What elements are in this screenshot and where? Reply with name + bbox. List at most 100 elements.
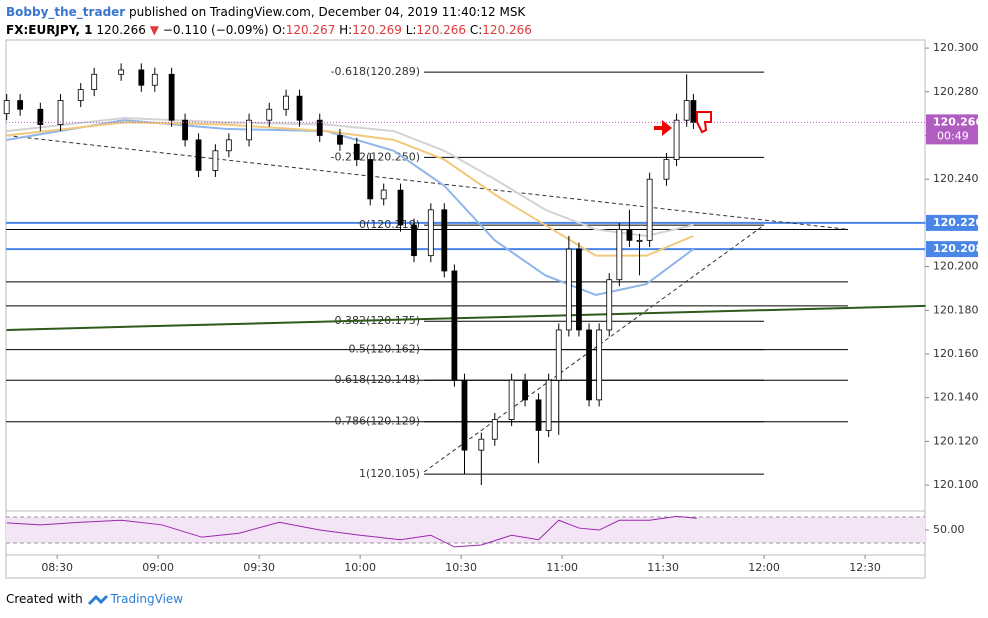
y-tick-label: 120.120 bbox=[933, 434, 979, 447]
candle-body bbox=[411, 224, 417, 257]
candle-body bbox=[296, 95, 303, 121]
countdown: 00:49 bbox=[937, 129, 969, 142]
candle-body bbox=[397, 189, 404, 226]
candle-body bbox=[555, 329, 562, 381]
fib-label: 0.786(120.129) bbox=[335, 415, 421, 428]
symbol: FX:EURJPY, 1 bbox=[6, 23, 93, 37]
y-tick-label: 120.240 bbox=[933, 172, 979, 185]
y-tick-label: 120.100 bbox=[933, 478, 979, 491]
y-tick-label: 120.280 bbox=[933, 85, 979, 98]
footer: Created with TradingView bbox=[6, 592, 183, 607]
candle-body bbox=[441, 209, 448, 272]
ohlc: O:120.267 H:120.269 L:120.266 C:120.266 bbox=[272, 23, 532, 37]
x-tick-label: 10:30 bbox=[445, 561, 477, 574]
candle-body bbox=[606, 279, 613, 331]
candle-body bbox=[646, 178, 653, 241]
candle-body bbox=[17, 100, 24, 110]
fib-label: 1(120.105) bbox=[359, 467, 420, 480]
candle-body bbox=[337, 135, 343, 145]
header: Bobby_the_trader published on TradingVie… bbox=[6, 3, 532, 39]
candle-body bbox=[151, 73, 158, 86]
candle-body bbox=[77, 89, 84, 101]
candle-body bbox=[427, 209, 434, 257]
trend-line bbox=[6, 304, 926, 331]
candle-body bbox=[636, 239, 643, 242]
last: 120.266 bbox=[96, 23, 146, 37]
moving-average bbox=[6, 117, 694, 238]
candle-body bbox=[673, 119, 680, 160]
candle-body bbox=[3, 100, 10, 115]
ohlc-value: 120.266 bbox=[482, 23, 532, 37]
last-price-bg bbox=[926, 114, 978, 145]
candle-body bbox=[195, 139, 202, 171]
candle-body bbox=[316, 119, 323, 136]
footer-prefix: Created with bbox=[6, 592, 83, 606]
x-tick-label: 08:30 bbox=[41, 561, 73, 574]
ohlc-value: 120.266 bbox=[416, 23, 467, 37]
moving-average bbox=[6, 119, 694, 297]
candle-body bbox=[367, 159, 374, 200]
candle-body bbox=[522, 379, 528, 401]
moving-average bbox=[6, 121, 694, 257]
candle-body bbox=[91, 73, 98, 91]
candle-body bbox=[182, 119, 188, 141]
x-tick-label: 12:30 bbox=[849, 561, 881, 574]
ohlc-value: 120.269 bbox=[352, 23, 402, 37]
candle-body bbox=[57, 100, 64, 125]
candle-body bbox=[586, 329, 592, 401]
blue-label: 120.208 bbox=[933, 242, 983, 255]
brand[interactable]: TradingView bbox=[110, 592, 184, 606]
candle-body bbox=[690, 100, 697, 123]
ohlc-key: O: bbox=[272, 23, 286, 37]
fib-label: -0.272(120.250) bbox=[331, 150, 421, 163]
candle-body bbox=[478, 438, 485, 451]
rsi-line bbox=[6, 515, 697, 548]
candle-body bbox=[118, 69, 125, 75]
x-tick-label: 10:00 bbox=[344, 561, 376, 574]
x-tick-label: 12:00 bbox=[748, 561, 780, 574]
ohlc-value: 120.267 bbox=[285, 23, 336, 37]
y-tick-label: 120.180 bbox=[933, 303, 979, 316]
candle-body bbox=[576, 248, 582, 331]
candle-body bbox=[683, 100, 690, 121]
candle-body bbox=[535, 399, 542, 431]
candle-body bbox=[545, 379, 552, 431]
candle-body bbox=[246, 119, 252, 141]
logo bbox=[87, 594, 108, 605]
candle-body bbox=[138, 69, 145, 86]
candle-body bbox=[461, 379, 468, 451]
change: −0.110 (−0.09%) bbox=[162, 23, 269, 37]
rsi-tick-label: 50.00 bbox=[933, 523, 965, 536]
blue-label-bg bbox=[926, 214, 978, 231]
y-tick-label: 120.140 bbox=[933, 391, 979, 404]
x-tick-label: 09:30 bbox=[243, 561, 275, 574]
ohlc-key: L: bbox=[405, 23, 417, 37]
frame bbox=[5, 39, 926, 579]
quote-line: FX:EURJPY, 1 120.266 ▼ −0.110 (−0.09%) O… bbox=[6, 21, 532, 39]
ohlc-key: C: bbox=[469, 23, 483, 37]
candle-body bbox=[508, 379, 515, 420]
candle-body bbox=[491, 419, 498, 440]
candle-body bbox=[565, 248, 572, 331]
fib-label: 0(120.219) bbox=[359, 218, 420, 231]
candle-body bbox=[168, 73, 175, 121]
candle-body bbox=[353, 143, 360, 160]
fib-label: -0.618(120.289) bbox=[331, 65, 421, 78]
trend-line bbox=[6, 134, 849, 230]
fib-label: 0.5(120.162) bbox=[349, 343, 421, 356]
candle-body bbox=[283, 95, 289, 110]
candle-body bbox=[380, 189, 387, 200]
arrow-icon bbox=[654, 120, 672, 136]
last-price-label: 120.266 bbox=[933, 115, 983, 128]
rsi-band bbox=[6, 517, 925, 544]
trend-line bbox=[423, 224, 765, 473]
x-tick-label: 11:30 bbox=[647, 561, 679, 574]
candle-body bbox=[616, 229, 623, 281]
author[interactable]: Bobby_the_trader bbox=[6, 5, 126, 19]
ohlc-key: H: bbox=[339, 23, 353, 37]
candle-body bbox=[596, 329, 603, 401]
published: published on TradingView.com, December 0… bbox=[129, 5, 526, 19]
candle-body bbox=[37, 108, 44, 125]
